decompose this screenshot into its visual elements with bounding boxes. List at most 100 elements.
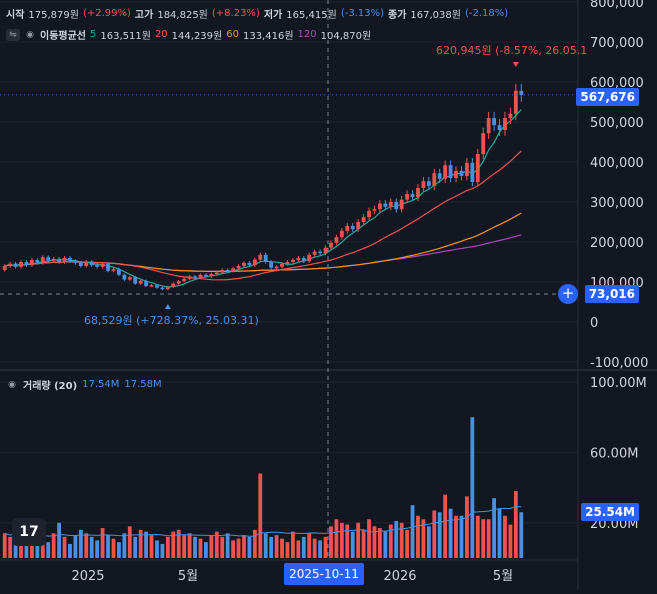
candle-body	[383, 203, 388, 207]
volume-bar	[46, 542, 51, 558]
ma5-line	[4, 109, 522, 288]
candle-body	[448, 165, 453, 178]
last-price-tag: 567,676	[576, 88, 639, 106]
candle-body	[171, 283, 176, 287]
volume-bar	[209, 535, 214, 558]
indicator-toggle-icon[interactable]: ⇋	[6, 28, 20, 41]
candle-body	[465, 162, 469, 176]
candle-body	[40, 257, 45, 263]
volume-bar	[492, 498, 496, 558]
candle-body	[236, 266, 241, 269]
candle-body	[111, 269, 116, 271]
candle-body	[443, 165, 448, 179]
volume-bar	[176, 529, 181, 558]
volume-bar	[356, 522, 361, 558]
candle-body	[35, 260, 40, 263]
open-change: (+2.99%)	[82, 8, 131, 19]
ma5-value: 163,511원	[100, 31, 151, 42]
volume-bar	[263, 533, 268, 558]
candle-body	[269, 262, 274, 268]
volume-bar	[426, 526, 431, 558]
volume-bar	[475, 515, 480, 558]
volume-bar	[247, 536, 252, 558]
volume-bar	[122, 533, 127, 558]
volume-bar	[95, 540, 100, 558]
candle-body	[481, 133, 486, 154]
candle-body	[301, 258, 306, 262]
volume-bar	[149, 535, 154, 558]
low-label: 저가	[263, 10, 283, 21]
candle-body	[144, 280, 148, 286]
candle-body	[296, 258, 301, 260]
volume-bar	[111, 538, 116, 558]
eye-icon[interactable]: ◉	[8, 379, 16, 390]
candle-body	[508, 114, 513, 118]
candle-body	[2, 266, 7, 270]
candle-body	[84, 262, 89, 266]
close-change: (-2.18%)	[464, 8, 509, 19]
candle-body	[367, 210, 371, 218]
volume-bar	[182, 535, 187, 558]
candle-body	[437, 173, 442, 179]
candle-body	[165, 286, 170, 290]
volume-bar	[486, 519, 491, 558]
candle-body	[138, 280, 143, 284]
candle-body	[73, 261, 78, 263]
volume-bar	[345, 524, 350, 558]
candle-body	[8, 263, 13, 266]
volume-bar	[416, 515, 420, 558]
candle-body	[106, 264, 110, 271]
close-label: 종가	[388, 10, 407, 21]
volume-bar	[448, 508, 453, 558]
candle-body	[399, 199, 404, 210]
volume-bar	[443, 494, 448, 558]
candle-body	[486, 118, 491, 134]
low-marker-icon	[164, 304, 171, 309]
add-alert-plus-icon[interactable]: +	[558, 284, 578, 304]
volume-bar	[513, 491, 518, 558]
candle-body	[231, 268, 235, 271]
volume-bar	[388, 524, 393, 558]
price-tick-label: 700,000	[590, 36, 644, 51]
low-annotation: 68,529원 (+728.37%, 25.03.31)	[84, 314, 259, 327]
candle-body	[78, 262, 83, 266]
candle-body	[274, 266, 279, 269]
volume-bar	[503, 515, 507, 558]
candle-body	[127, 277, 132, 280]
ma5-period: 5	[90, 29, 97, 40]
volume-bar	[323, 536, 328, 558]
volume-bar	[51, 533, 56, 558]
candle-body	[410, 194, 415, 198]
candle-body	[318, 251, 322, 254]
volume-bar	[8, 536, 13, 558]
volume-value-tag: 25.54M	[581, 503, 639, 521]
volume-bar	[383, 531, 388, 558]
volume-bar	[274, 535, 279, 558]
candle-body	[475, 154, 480, 182]
volume-bar	[296, 540, 301, 558]
volume-bar	[421, 519, 426, 558]
candle-body	[46, 257, 51, 261]
candle-body	[122, 274, 127, 280]
volume-bar	[437, 512, 442, 558]
candle-body	[334, 237, 339, 243]
volume-bar	[432, 510, 437, 558]
tradingview-logo: 17	[12, 518, 46, 546]
volume-bar	[258, 473, 263, 558]
candle-body	[187, 276, 192, 279]
volume-bar	[361, 529, 366, 558]
volume-bar	[285, 542, 290, 558]
volume-bar	[220, 536, 225, 558]
candle-body	[24, 262, 29, 266]
volume-bar	[280, 538, 284, 558]
volume-bar	[519, 512, 524, 558]
eye-icon[interactable]: ◉	[26, 29, 34, 40]
volume-tick-label: 100.00M	[590, 376, 647, 391]
volume-tick-label: 60.00M	[590, 446, 638, 461]
candle-body	[405, 194, 409, 200]
candle-body	[285, 262, 290, 264]
volume-ma-value-1: 17.54M	[82, 379, 120, 390]
volume-bar	[204, 542, 208, 558]
ma-legend[interactable]: ⇋ ◉ 이동평균선 5 163,511원 20 144,239원 60 133,…	[6, 27, 371, 42]
